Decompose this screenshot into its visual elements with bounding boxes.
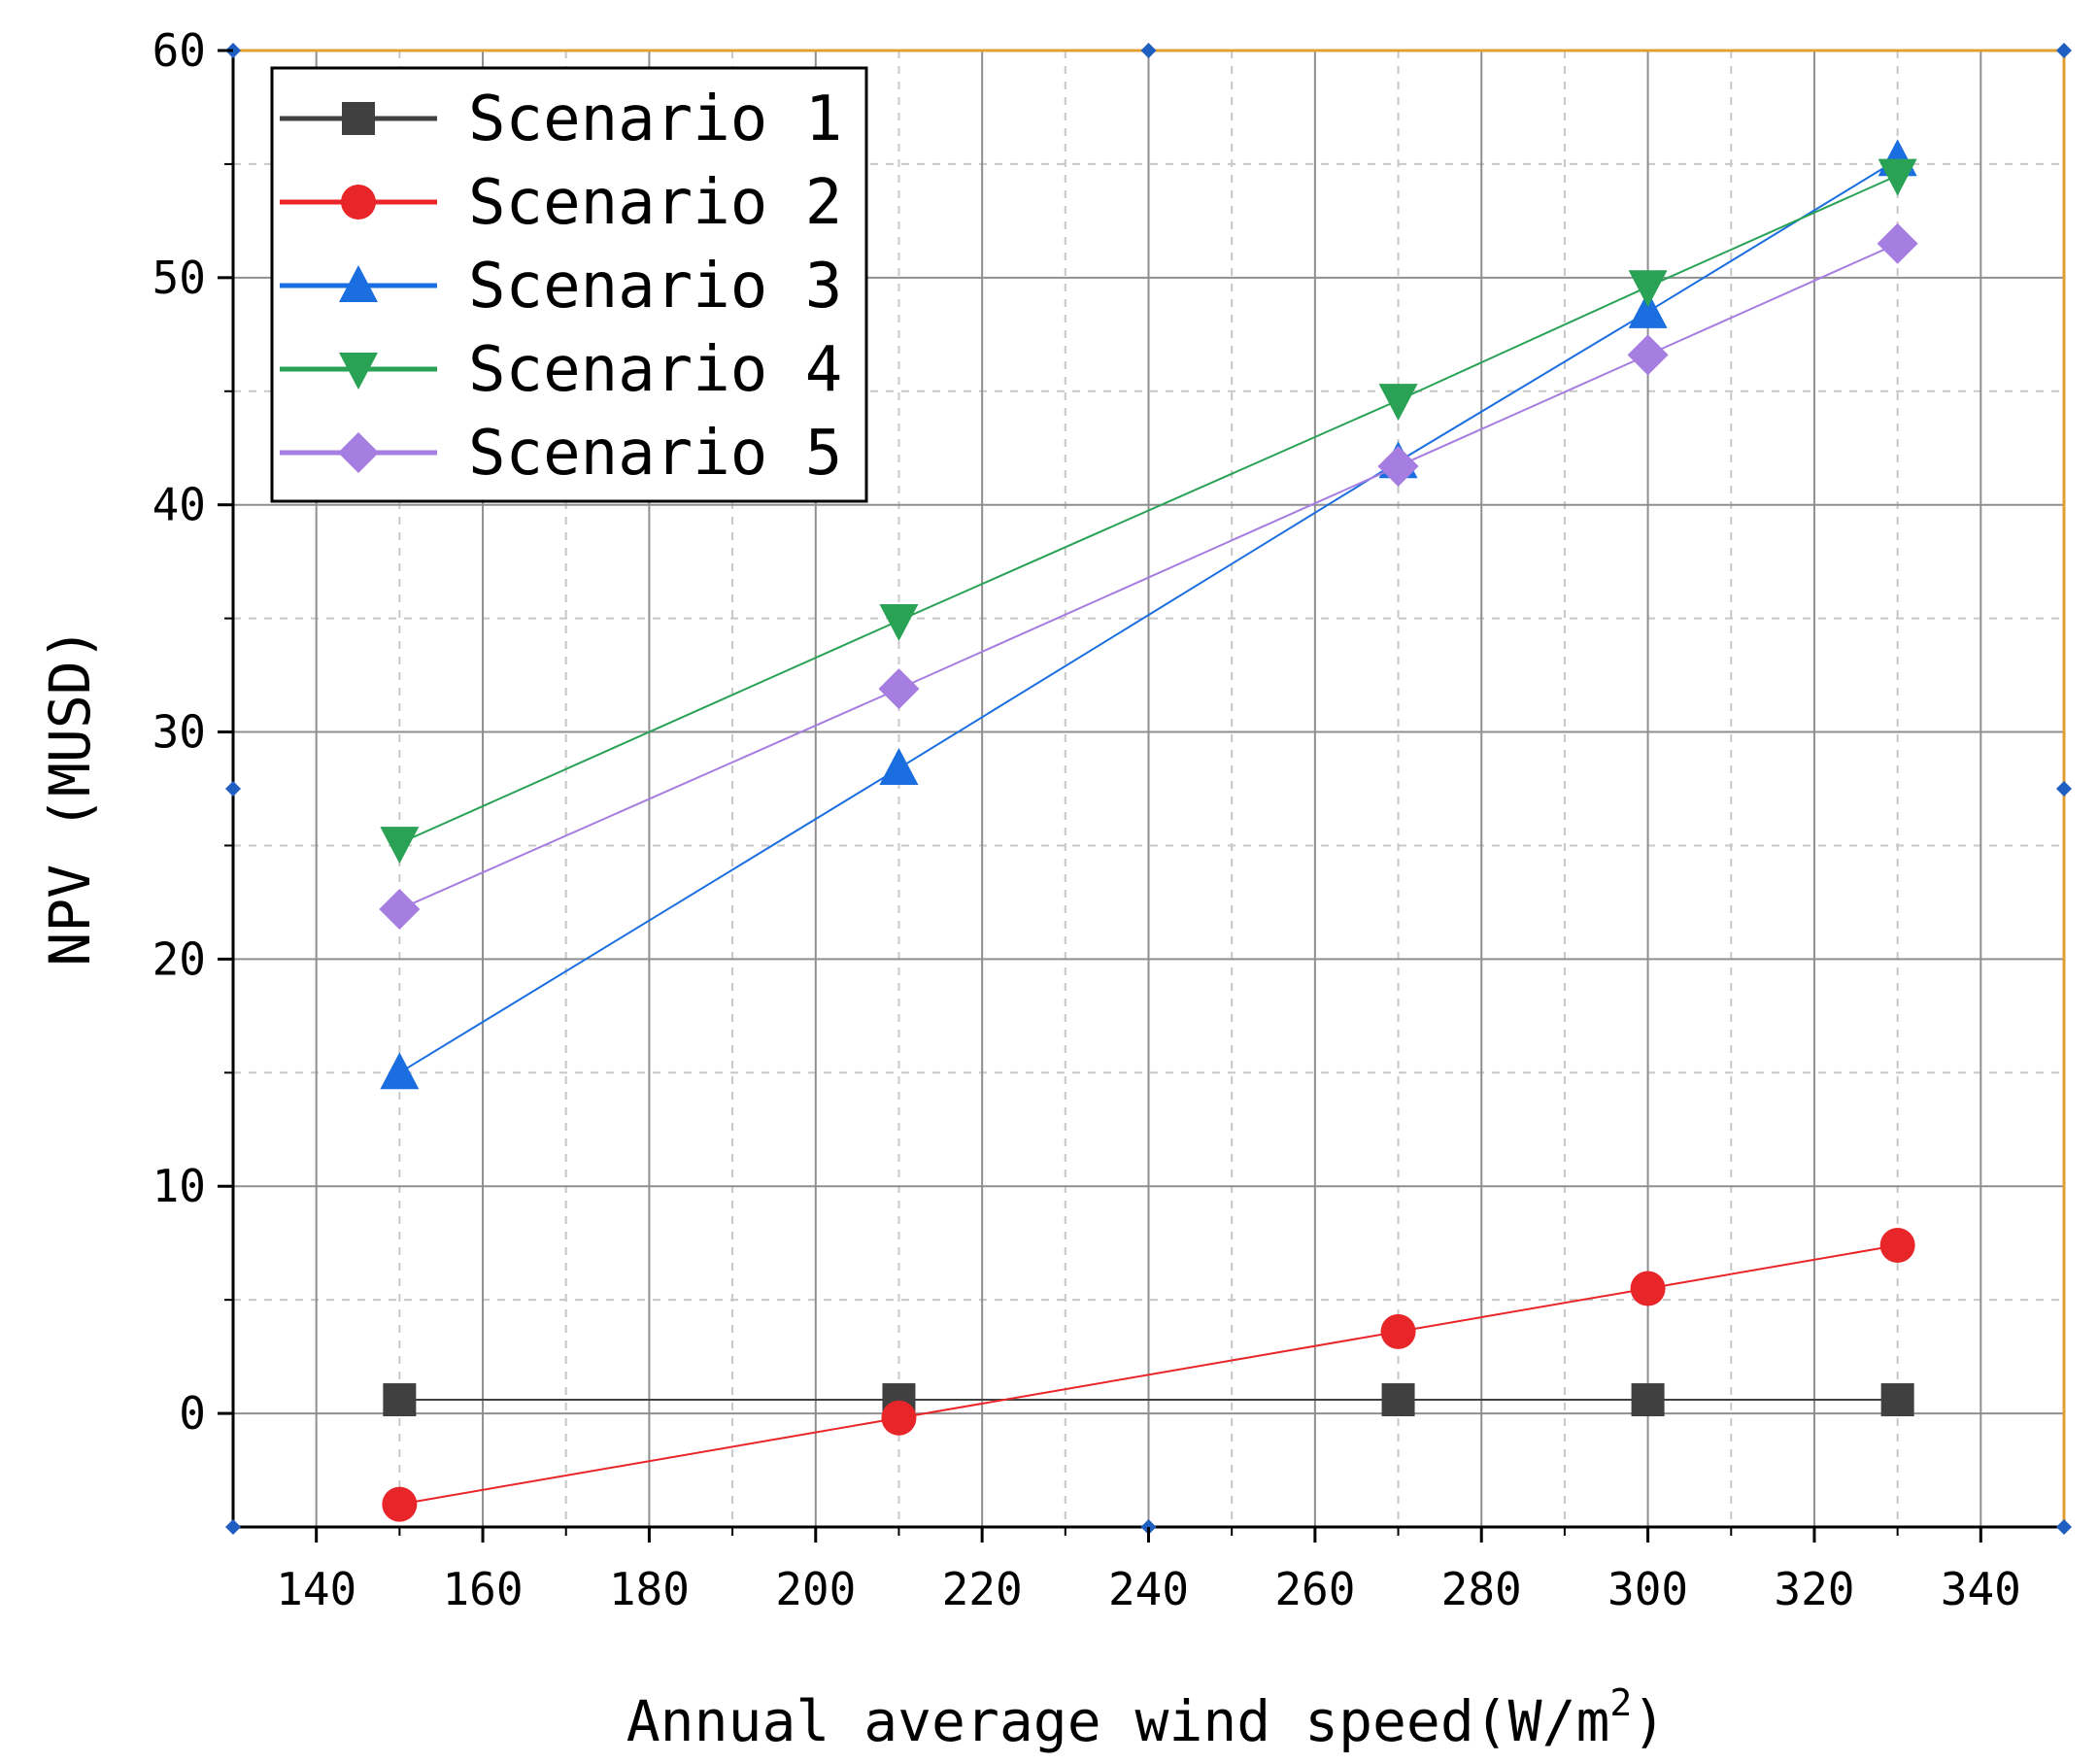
legend-label: Scenario 3 [468, 251, 842, 322]
y-tick-label: 10 [152, 1160, 206, 1212]
data-point [881, 1400, 917, 1436]
data-point [1630, 1271, 1666, 1306]
legend-marker [342, 102, 375, 135]
frame-handle-marker[interactable] [2056, 43, 2072, 58]
x-tick-label: 200 [775, 1563, 856, 1615]
legend-item[interactable]: Scenario 2 [280, 167, 842, 239]
x-axis-title: Annual average wind speed(W/m2) [626, 1681, 1666, 1754]
data-point [380, 827, 420, 865]
data-point [1628, 270, 1668, 308]
y-tick-label: 40 [152, 479, 206, 531]
legend-marker [339, 265, 378, 302]
tick-layer: 140 160 180 200 220 240 260 280 300 320 340 0 10 20 30… [152, 24, 2021, 1615]
legend-label: Scenario 4 [468, 334, 842, 406]
y-tick-label: 60 [152, 24, 206, 77]
data-point [1627, 334, 1669, 376]
legend-marker [338, 432, 379, 473]
x-tick-label: 260 [1274, 1563, 1355, 1615]
legend: Scenario 1 Scenario 2 Scenario 3 Scenario 4… [270, 66, 868, 503]
legend-item[interactable]: Scenario 5 [280, 418, 842, 490]
frame-handle-marker[interactable] [225, 781, 241, 797]
x-tick-label: 340 [1941, 1563, 2021, 1615]
x-tick-label: 220 [942, 1563, 1023, 1615]
legend-label: Scenario 5 [468, 418, 842, 490]
frame-handle-marker[interactable] [2056, 1519, 2072, 1535]
data-point [879, 603, 919, 641]
data-point [878, 668, 920, 710]
x-tick-label: 280 [1441, 1563, 1522, 1615]
series-5 [379, 222, 1918, 930]
legend-label: Scenario 2 [468, 167, 842, 239]
legend-item[interactable]: Scenario 4 [280, 334, 842, 406]
y-tick-label: 50 [152, 252, 206, 304]
data-point [1378, 384, 1418, 422]
y-tick-label: 20 [152, 933, 206, 985]
data-point [1380, 1313, 1416, 1349]
data-point [1628, 290, 1668, 328]
data-point [383, 1383, 417, 1417]
legend-item[interactable]: Scenario 1 [280, 84, 842, 155]
legend-marker [341, 185, 376, 220]
data-point [1381, 1383, 1415, 1417]
data-point [879, 747, 919, 785]
data-point [1377, 445, 1419, 487]
data-point [380, 1052, 420, 1090]
series-layer [379, 139, 1918, 1522]
frame-handle-marker[interactable] [2056, 781, 2072, 797]
data-point [1877, 222, 1918, 264]
x-tick-label: 300 [1607, 1563, 1688, 1615]
y-tick-label: 30 [152, 706, 206, 759]
x-tick-label: 180 [609, 1563, 690, 1615]
data-point [1878, 158, 1917, 196]
x-tick-label: 160 [442, 1563, 523, 1615]
x-tick-label: 140 [276, 1563, 356, 1615]
data-point [1880, 1383, 1914, 1417]
series-4 [380, 158, 1917, 865]
frame-handle-marker[interactable] [1140, 43, 1157, 58]
legend-label: Scenario 1 [468, 84, 842, 155]
data-point [379, 888, 421, 930]
data-point [1879, 1228, 1915, 1264]
y-tick-label: 0 [179, 1387, 206, 1440]
legend-marker [339, 353, 378, 390]
x-tick-label: 320 [1774, 1563, 1854, 1615]
data-point [382, 1486, 418, 1522]
legend-item[interactable]: Scenario 3 [280, 251, 842, 322]
data-point [1631, 1383, 1665, 1417]
x-tick-label: 240 [1108, 1563, 1189, 1615]
series-2 [382, 1228, 1915, 1522]
frame-handle-marker[interactable] [225, 1519, 241, 1535]
y-axis-title: NPV (MUSD) [37, 627, 103, 966]
